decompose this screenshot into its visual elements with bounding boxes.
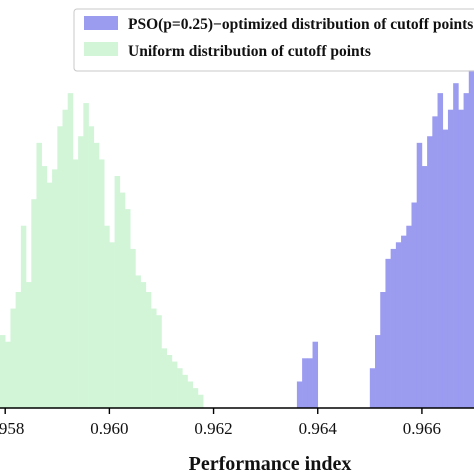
uniform-bar bbox=[140, 282, 147, 408]
pso-bar bbox=[453, 83, 459, 408]
uniform-bar bbox=[83, 103, 89, 408]
uniform-bar bbox=[0, 335, 6, 408]
pso-bar bbox=[468, 69, 474, 408]
uniform-bar bbox=[41, 166, 48, 408]
x-axis-ticks: 0.958 0.960 0.962 0.964 0.966 bbox=[0, 408, 441, 438]
uniform-bar bbox=[145, 292, 152, 408]
uniform-bar bbox=[125, 209, 131, 408]
uniform-bar bbox=[72, 159, 79, 408]
legend-box bbox=[73, 8, 474, 72]
uniform-bar bbox=[31, 199, 37, 408]
pso-bar bbox=[395, 242, 402, 408]
pso-bar bbox=[401, 235, 407, 408]
pso-bar bbox=[437, 93, 444, 409]
pso-bar bbox=[307, 358, 313, 408]
x-tick-label: 0.960 bbox=[90, 419, 128, 438]
uniform-bar bbox=[5, 341, 11, 408]
x-tick-label: 0.966 bbox=[403, 419, 441, 438]
uniform-bar bbox=[135, 275, 141, 408]
uniform-bar bbox=[78, 136, 84, 408]
uniform-bar bbox=[166, 354, 173, 408]
uniform-bar bbox=[15, 292, 22, 408]
pso-bar bbox=[447, 109, 454, 408]
legend-label-uniform: Uniform distribution of cutoff points bbox=[128, 43, 371, 60]
pso-bar bbox=[432, 116, 438, 408]
uniform-bar bbox=[98, 159, 105, 408]
x-axis-title: Performance index bbox=[189, 453, 352, 474]
uniform-bar bbox=[57, 126, 63, 409]
uniform-bar bbox=[52, 169, 58, 408]
pso-bar bbox=[458, 109, 464, 408]
uniform-bar bbox=[192, 388, 199, 408]
legend: PSO(p=0.25)−optimized distribution of cu… bbox=[73, 8, 474, 72]
legend-swatch-pso bbox=[84, 16, 118, 30]
uniform-bar bbox=[161, 348, 167, 408]
x-tick-label: 0.964 bbox=[299, 419, 338, 438]
uniform-bar bbox=[20, 225, 27, 408]
pso-bar bbox=[427, 136, 433, 408]
uniform-bar bbox=[46, 182, 53, 408]
pso-bar bbox=[442, 129, 449, 408]
x-tick-label: 0.962 bbox=[194, 419, 232, 438]
uniform-bar bbox=[104, 225, 110, 408]
uniform-bar bbox=[177, 368, 183, 408]
uniform-bar bbox=[197, 394, 204, 408]
uniform-series-bars bbox=[0, 93, 204, 409]
uniform-bar bbox=[36, 142, 42, 408]
pso-bar bbox=[411, 202, 418, 408]
pso-bar bbox=[390, 248, 397, 408]
uniform-bar bbox=[130, 248, 136, 408]
uniform-bar bbox=[10, 308, 16, 408]
pso-series-bars bbox=[296, 69, 474, 409]
uniform-bar bbox=[114, 176, 121, 408]
uniform-bar bbox=[182, 374, 188, 408]
uniform-bar bbox=[171, 361, 178, 408]
pso-bar bbox=[416, 142, 423, 408]
pso-bar bbox=[296, 381, 303, 408]
pso-bar bbox=[380, 292, 386, 408]
pso-bar bbox=[463, 93, 470, 409]
uniform-bar bbox=[187, 381, 194, 408]
uniform-bar bbox=[109, 242, 115, 408]
pso-bar bbox=[421, 166, 428, 408]
pso-bar bbox=[302, 358, 308, 408]
uniform-bar bbox=[93, 142, 100, 408]
uniform-bar bbox=[67, 93, 74, 409]
pso-bar bbox=[385, 258, 391, 408]
pso-bar bbox=[369, 368, 376, 408]
legend-swatch-uniform bbox=[84, 42, 118, 56]
pso-bar bbox=[375, 335, 381, 408]
uniform-bar bbox=[88, 126, 95, 409]
x-tick-label: 0.958 bbox=[0, 419, 24, 438]
legend-label-pso: PSO(p=0.25)−optimized distribution of cu… bbox=[128, 16, 473, 33]
uniform-bar bbox=[119, 192, 126, 408]
uniform-bar bbox=[156, 315, 162, 408]
pso-bar bbox=[406, 225, 412, 408]
pso-bar bbox=[312, 341, 319, 408]
uniform-bar bbox=[151, 308, 157, 408]
uniform-bar bbox=[62, 109, 69, 408]
uniform-bar bbox=[26, 282, 32, 408]
